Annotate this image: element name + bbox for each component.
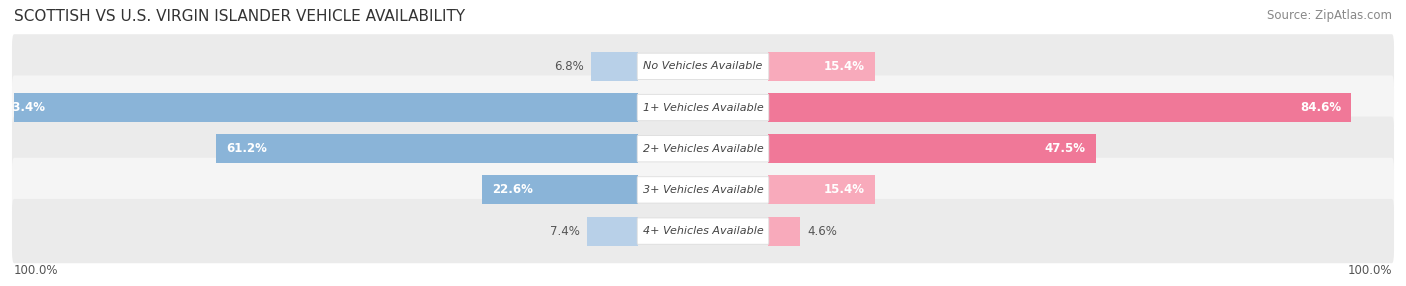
Text: 2+ Vehicles Available: 2+ Vehicles Available bbox=[643, 144, 763, 154]
FancyBboxPatch shape bbox=[13, 199, 1393, 263]
Text: 7.4%: 7.4% bbox=[550, 225, 579, 238]
FancyBboxPatch shape bbox=[637, 136, 769, 162]
FancyBboxPatch shape bbox=[13, 76, 1393, 140]
Text: 3+ Vehicles Available: 3+ Vehicles Available bbox=[643, 185, 763, 195]
Bar bbox=[769, 93, 1351, 122]
Text: 93.4%: 93.4% bbox=[4, 101, 45, 114]
Bar bbox=[769, 176, 875, 204]
Text: 1+ Vehicles Available: 1+ Vehicles Available bbox=[643, 103, 763, 112]
Text: 15.4%: 15.4% bbox=[823, 60, 865, 73]
FancyBboxPatch shape bbox=[13, 117, 1393, 181]
Text: Source: ZipAtlas.com: Source: ZipAtlas.com bbox=[1267, 9, 1392, 21]
Bar bbox=[591, 52, 637, 81]
Text: 22.6%: 22.6% bbox=[492, 183, 533, 196]
Text: 4+ Vehicles Available: 4+ Vehicles Available bbox=[643, 226, 763, 236]
Bar bbox=[217, 134, 637, 163]
Text: 100.0%: 100.0% bbox=[14, 265, 59, 277]
FancyBboxPatch shape bbox=[637, 218, 769, 244]
Text: No Vehicles Available: No Vehicles Available bbox=[644, 61, 762, 71]
FancyBboxPatch shape bbox=[637, 177, 769, 203]
FancyBboxPatch shape bbox=[637, 53, 769, 80]
Bar bbox=[769, 134, 1095, 163]
FancyBboxPatch shape bbox=[13, 34, 1393, 98]
Text: 100.0%: 100.0% bbox=[1347, 265, 1392, 277]
FancyBboxPatch shape bbox=[13, 158, 1393, 222]
Text: 6.8%: 6.8% bbox=[554, 60, 583, 73]
Text: 84.6%: 84.6% bbox=[1299, 101, 1341, 114]
Bar bbox=[482, 176, 637, 204]
Bar bbox=[586, 217, 637, 245]
Text: 61.2%: 61.2% bbox=[226, 142, 267, 155]
Bar bbox=[769, 217, 800, 245]
Bar bbox=[0, 93, 637, 122]
Text: SCOTTISH VS U.S. VIRGIN ISLANDER VEHICLE AVAILABILITY: SCOTTISH VS U.S. VIRGIN ISLANDER VEHICLE… bbox=[14, 9, 465, 23]
FancyBboxPatch shape bbox=[637, 94, 769, 121]
Text: 47.5%: 47.5% bbox=[1045, 142, 1085, 155]
Text: 15.4%: 15.4% bbox=[823, 183, 865, 196]
Bar bbox=[769, 52, 875, 81]
Text: 4.6%: 4.6% bbox=[807, 225, 837, 238]
